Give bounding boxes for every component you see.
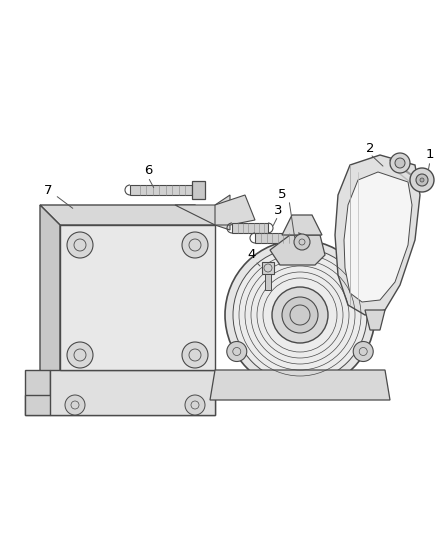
Polygon shape — [130, 185, 192, 195]
Polygon shape — [215, 195, 255, 225]
Polygon shape — [210, 370, 390, 400]
Circle shape — [353, 342, 373, 361]
Polygon shape — [344, 172, 412, 302]
Circle shape — [294, 234, 310, 250]
Circle shape — [227, 342, 247, 361]
Circle shape — [390, 153, 410, 173]
Circle shape — [233, 248, 367, 382]
Polygon shape — [50, 370, 215, 415]
Polygon shape — [262, 262, 274, 274]
Circle shape — [67, 232, 93, 258]
Polygon shape — [175, 195, 230, 230]
Polygon shape — [265, 274, 271, 290]
Text: 2: 2 — [366, 141, 374, 155]
Polygon shape — [255, 233, 298, 243]
Polygon shape — [25, 395, 215, 415]
Circle shape — [410, 168, 434, 192]
Polygon shape — [335, 155, 420, 315]
Circle shape — [416, 174, 428, 186]
Circle shape — [182, 232, 208, 258]
Circle shape — [65, 395, 85, 415]
Polygon shape — [270, 235, 325, 265]
Circle shape — [395, 158, 405, 168]
Circle shape — [290, 232, 310, 252]
Circle shape — [225, 240, 375, 390]
Polygon shape — [192, 181, 205, 199]
Polygon shape — [232, 223, 268, 233]
Circle shape — [182, 342, 208, 368]
Polygon shape — [365, 310, 385, 330]
Polygon shape — [25, 370, 50, 415]
Text: 1: 1 — [426, 149, 434, 161]
Polygon shape — [282, 215, 322, 235]
Circle shape — [420, 178, 424, 182]
Circle shape — [67, 342, 93, 368]
Circle shape — [272, 287, 328, 343]
Polygon shape — [40, 205, 60, 390]
Circle shape — [282, 297, 318, 333]
Text: 3: 3 — [274, 204, 282, 216]
Polygon shape — [40, 205, 215, 225]
Text: 6: 6 — [144, 164, 152, 176]
Polygon shape — [60, 225, 215, 370]
Text: 4: 4 — [248, 248, 256, 262]
Circle shape — [185, 395, 205, 415]
Text: 7: 7 — [44, 183, 52, 197]
Text: 5: 5 — [278, 189, 286, 201]
